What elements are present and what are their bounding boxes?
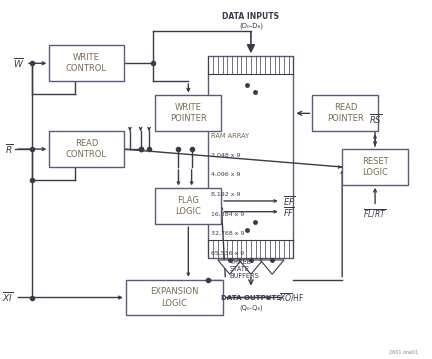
Text: RAM ARRAY: RAM ARRAY	[211, 133, 249, 139]
Text: $\overline{FL/RT}$: $\overline{FL/RT}$	[363, 208, 387, 220]
Text: EXPANSION
LOGIC: EXPANSION LOGIC	[150, 288, 199, 308]
Text: $\overline{XO}$/HF: $\overline{XO}$/HF	[279, 291, 304, 304]
Text: 2,048 x 9: 2,048 x 9	[211, 153, 240, 158]
Text: (Q₀-Q₈): (Q₀-Q₈)	[239, 305, 263, 312]
Bar	[312, 95, 378, 131]
Text: THREE-
STATE
BUFFERS: THREE- STATE BUFFERS	[230, 259, 260, 279]
Bar	[49, 131, 124, 167]
Text: WRITE
POINTER: WRITE POINTER	[170, 103, 206, 123]
Bar	[156, 188, 221, 224]
Text: $\overline{XI}$: $\overline{XI}$	[2, 290, 13, 304]
Text: DATA OUTPUTS: DATA OUTPUTS	[221, 294, 281, 300]
Text: 8,192 x 9: 8,192 x 9	[211, 192, 240, 197]
Bar	[126, 280, 223, 316]
Text: RESET
LOGIC: RESET LOGIC	[362, 157, 388, 177]
Text: $\overline{EF}$: $\overline{EF}$	[283, 194, 295, 208]
Text: FLAG
LOGIC: FLAG LOGIC	[175, 196, 201, 216]
Polygon shape	[260, 260, 284, 274]
Text: 65,536 x 9: 65,536 x 9	[211, 251, 244, 256]
Text: $\overline{RS}$: $\overline{RS}$	[368, 112, 381, 126]
Text: $\overline{FF}$: $\overline{FF}$	[283, 205, 295, 219]
Bar	[342, 149, 408, 185]
Text: DATA INPUTS: DATA INPUTS	[222, 12, 280, 21]
Text: WRITE
CONTROL: WRITE CONTROL	[66, 53, 107, 73]
Bar	[156, 95, 221, 131]
Text: 32,768 x 9: 32,768 x 9	[211, 231, 244, 236]
Text: 4,096 x 9: 4,096 x 9	[211, 172, 240, 177]
Polygon shape	[218, 260, 241, 274]
Polygon shape	[239, 260, 263, 274]
Text: READ
CONTROL: READ CONTROL	[66, 139, 107, 159]
Text: $\overline{R}$: $\overline{R}$	[5, 142, 13, 156]
Bar	[49, 45, 124, 81]
Bar	[209, 56, 293, 258]
Text: READ
POINTER: READ POINTER	[327, 103, 364, 123]
Text: 2601 one01: 2601 one01	[389, 350, 419, 355]
Text: 16,384 x 9: 16,384 x 9	[211, 211, 244, 216]
Text: (D₀-D₈): (D₀-D₈)	[239, 23, 263, 29]
Text: $\overline{W}$: $\overline{W}$	[13, 56, 24, 70]
